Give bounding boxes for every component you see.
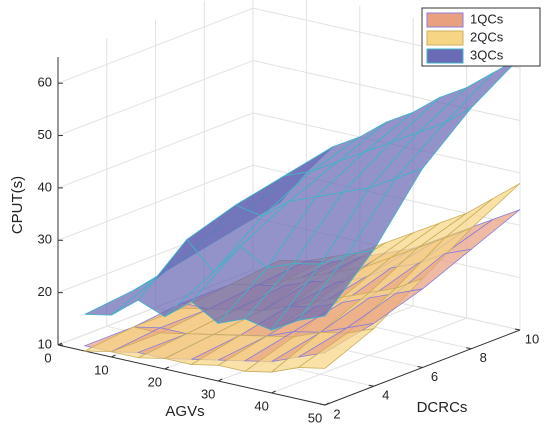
y-tick-label: 8 [480, 350, 487, 365]
x-tick-label: 40 [254, 398, 268, 413]
x-tick-label: 50 [308, 410, 322, 425]
legend-label: 1QCs [470, 11, 504, 26]
y-tick [417, 366, 423, 368]
z-tick-label: 20 [38, 284, 52, 299]
legend-swatch [426, 48, 464, 64]
z-tick-label: 50 [38, 127, 52, 142]
y-tick [368, 384, 374, 387]
x-tick [271, 390, 276, 394]
y-tick [514, 328, 521, 331]
z-tick-label: 30 [38, 232, 52, 247]
y-tick [466, 347, 472, 350]
z-tick-label: 40 [38, 179, 52, 194]
legend-swatch [426, 12, 464, 28]
legend-label: 2QCs [470, 29, 504, 44]
y-tick-label: 4 [382, 388, 389, 403]
legend-swatch [426, 30, 464, 46]
y-tick-label: 2 [333, 406, 340, 421]
surface-patch [297, 328, 376, 369]
y-tick [319, 403, 326, 406]
x-tick [111, 354, 116, 358]
x-tick-label: 20 [148, 374, 162, 389]
y-axis-label: DCRCs [417, 399, 468, 416]
x-tick [164, 366, 170, 370]
z-tick-label: 10 [38, 336, 52, 351]
x-axis [57, 344, 326, 406]
x-axis-label: AGVs [165, 403, 204, 420]
surface-patch [297, 249, 375, 322]
x-tick [57, 342, 63, 346]
x-tick-label: 30 [201, 386, 215, 401]
surface-patch [444, 57, 521, 124]
y-tick-label: 10 [525, 331, 539, 346]
x-tick-label: 10 [94, 362, 108, 377]
legend-label: 3QCs [470, 47, 504, 62]
x-tick [217, 378, 223, 382]
y-tick-label: 6 [431, 369, 438, 384]
grid-line [252, 60, 521, 122]
x-tick-label: 0 [44, 350, 51, 365]
x-tick [324, 402, 330, 406]
legend: 1QCs 2QCs 3QCs [421, 7, 541, 67]
z-axis-label: CPUT(s) [9, 176, 26, 234]
z-tick-label: 60 [38, 75, 52, 90]
